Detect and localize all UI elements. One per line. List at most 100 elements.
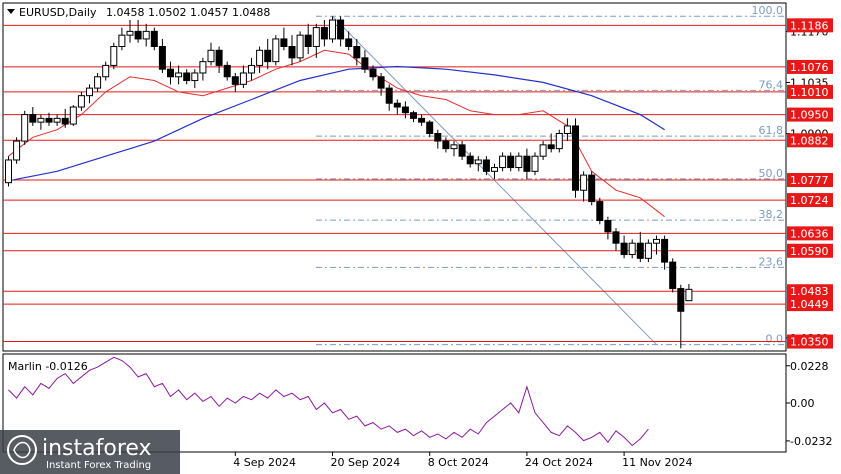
level-tag-text: 1.0882 <box>790 134 829 147</box>
candle-62 <box>507 152 515 172</box>
candle-82 <box>669 258 677 293</box>
candle-73 <box>596 197 604 225</box>
candle-body <box>175 72 183 78</box>
fib-level-label-5: 23,6 <box>759 255 784 268</box>
candle-body <box>142 30 150 40</box>
candle-body <box>369 68 377 78</box>
level-tag-text: 1.1010 <box>790 86 829 99</box>
blue-moving-average <box>8 65 665 182</box>
candle-48 <box>393 99 401 115</box>
candle-0 <box>5 156 12 187</box>
candle-55 <box>450 141 458 157</box>
candle-body <box>531 155 539 172</box>
oscillator-label: Marlin -0.0126 <box>8 360 88 373</box>
candle-23 <box>191 69 199 89</box>
level-tag-text: 1.0590 <box>790 245 829 258</box>
candle-body <box>426 121 434 135</box>
candle-body <box>86 87 93 97</box>
candle-body <box>523 155 531 172</box>
level-tag-1.0449: 1.0449 <box>787 297 833 312</box>
candle-65 <box>531 152 539 176</box>
candle-body <box>223 64 231 78</box>
candle-body <box>555 133 563 150</box>
candle-24 <box>199 57 207 81</box>
candle-81 <box>661 235 669 270</box>
candle-14 <box>118 27 126 51</box>
level-tag-box <box>787 59 833 74</box>
osc-tick-label-0: 0.0228 <box>790 360 829 373</box>
candle-54 <box>442 137 450 153</box>
candle-42 <box>345 31 353 51</box>
candle-8 <box>69 105 77 126</box>
oscillator-plot: 0.0228 0.00 -0.0232 <box>8 356 832 448</box>
level-tag-1.0950: 1.0950 <box>787 107 833 122</box>
candle-1 <box>13 137 21 164</box>
candle-body <box>353 46 361 59</box>
candle-30 <box>248 57 255 81</box>
level-tag-box <box>787 84 833 99</box>
candle-59 <box>482 156 490 176</box>
candle-body <box>199 61 207 74</box>
candle-body <box>677 288 685 312</box>
logo-swirl-icon <box>13 441 31 459</box>
candle-body <box>474 159 482 165</box>
candle-5 <box>45 112 53 126</box>
candle-79 <box>644 239 652 263</box>
candle-body <box>580 174 588 191</box>
level-tags: 1.1186 1.1076 1.1010 1.0950 1.0882 1.0777 1.07… <box>787 18 833 349</box>
candle-37 <box>304 23 312 55</box>
candle-body <box>21 114 29 142</box>
candle-body <box>329 19 336 40</box>
candle-body <box>264 49 272 63</box>
candle-69 <box>563 118 571 142</box>
candle-body <box>37 117 45 123</box>
candle-40 <box>329 16 336 43</box>
candle-body <box>150 30 158 48</box>
candle-57 <box>466 152 474 168</box>
candle-body <box>515 155 523 169</box>
candle-body <box>377 76 385 89</box>
candle-body <box>61 117 69 125</box>
level-tag-text: 1.0350 <box>790 336 829 349</box>
candle-28 <box>231 72 239 92</box>
candle-body <box>280 38 288 48</box>
candle-12 <box>102 61 110 81</box>
candle-body <box>482 159 490 172</box>
candle-body <box>612 231 620 244</box>
candle-body <box>272 38 280 63</box>
candle-51 <box>418 114 426 126</box>
candle-50 <box>410 110 417 123</box>
level-tag-1.1076: 1.1076 <box>787 59 833 74</box>
candle-body <box>547 144 555 150</box>
moving-averages <box>8 49 665 218</box>
candle-22 <box>183 69 191 85</box>
candle-19 <box>158 38 166 73</box>
logo-icon <box>7 435 37 465</box>
red-moving-average <box>8 49 665 218</box>
candle-body <box>215 49 223 66</box>
candle-78 <box>636 231 644 263</box>
symbol-dropdown-icon[interactable] <box>7 9 15 14</box>
candle-body <box>248 64 255 74</box>
level-tag-text: 1.0636 <box>790 227 829 240</box>
candle-body <box>385 87 393 104</box>
time-axis: 4 Sep 2024 20 Sep 2024 8 Oct 2024 24 Oct 20… <box>233 452 693 469</box>
time-tick-label-4: 11 Nov 2024 <box>622 456 692 469</box>
candle-body <box>661 238 669 263</box>
candle-body <box>134 30 142 40</box>
candle-body <box>45 117 53 123</box>
candle-74 <box>604 216 612 240</box>
candle-body <box>450 144 458 150</box>
fib-level-label-0: 100.0 <box>752 4 784 17</box>
level-tag-1.0724: 1.0724 <box>787 193 833 208</box>
candle-20 <box>167 61 174 85</box>
candle-52 <box>426 120 434 138</box>
level-tag-1.0350: 1.0350 <box>787 334 833 349</box>
ohlc-values: 1.0458 1.0502 1.0457 1.0488 <box>106 6 270 19</box>
candle-body <box>69 106 77 125</box>
candle-13 <box>110 42 118 70</box>
candle-45 <box>369 65 377 81</box>
candle-body <box>644 242 652 259</box>
level-tag-1.1186: 1.1186 <box>787 18 833 33</box>
